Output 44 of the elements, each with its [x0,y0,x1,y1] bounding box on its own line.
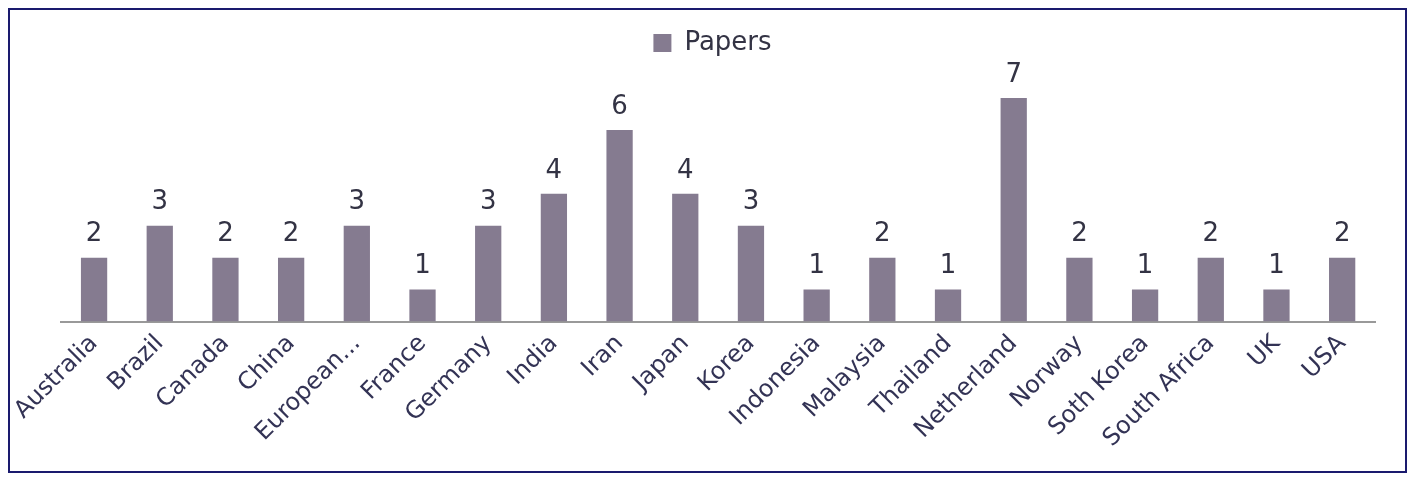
data-label: 3 [742,185,760,216]
data-label: 2 [1333,217,1351,248]
data-label: 1 [1268,249,1285,280]
data-label: 2 [1202,217,1220,248]
bar [80,257,108,322]
bar [1131,289,1159,322]
data-label: 7 [1005,57,1022,88]
data-label: 4 [676,153,694,184]
data-label: 4 [545,153,563,184]
data-label: 1 [939,249,957,280]
bar [475,225,502,322]
data-label: 2 [282,217,300,248]
bar [212,257,239,322]
data-label: 3 [348,185,366,216]
data-label: 6 [611,89,628,120]
data-label: 2 [85,217,103,248]
bar [278,257,305,322]
legend-label: Papers [684,25,772,56]
bar [343,225,370,322]
data-label: 2 [1071,217,1088,248]
x-tick-label: USA [1295,328,1352,384]
bar [737,225,765,322]
bar [672,193,699,322]
data-label: 3 [479,185,497,216]
bar [1197,257,1224,322]
bar [146,225,173,322]
bar [540,193,568,322]
bar [869,257,896,322]
x-tick-label: UK [1241,327,1286,372]
bar [934,289,962,322]
data-label: 1 [1136,249,1154,280]
bar [1000,97,1027,322]
data-label: 1 [808,249,825,280]
x-tick-label: Iran [575,328,629,382]
bar [409,289,436,322]
data-label: 2 [217,217,234,248]
data-label: 2 [874,217,891,248]
bar [803,289,830,322]
bar [606,129,633,322]
bar [1263,289,1290,322]
bar [1329,257,1356,322]
data-label: 3 [151,185,169,216]
bar [1066,257,1093,322]
data-label: 1 [414,249,431,280]
